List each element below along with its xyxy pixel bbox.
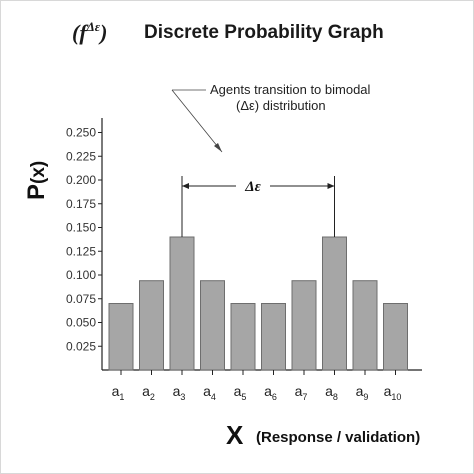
x-tick-base: a <box>142 383 150 399</box>
x-tick-label: a2 <box>142 383 155 402</box>
title-text: Discrete Probability Graph <box>144 22 384 43</box>
x-tick-sub: 7 <box>302 392 307 402</box>
bar-1 <box>108 303 134 371</box>
chart-title: (fΔε) Discrete Probability Graph <box>72 19 384 45</box>
x-tick-base: a <box>234 383 242 399</box>
y-axis-label: P(x) <box>23 161 50 200</box>
bar-9 <box>352 280 378 371</box>
y-label-main: P <box>23 184 50 200</box>
x-ticks: a1 a2 a3 a4 a5 a6 a7 a8 a9 a10 <box>112 370 402 402</box>
y-tick-label: 0.175 <box>66 197 96 211</box>
x-tick-label: a6 <box>264 383 277 402</box>
y-ticks: 0.025 0.050 0.075 0.100 0.125 0.150 0.175 0.200… <box>66 126 102 353</box>
x-tick-label: a5 <box>234 383 247 402</box>
title-close-paren: ) <box>98 20 107 45</box>
delta-bracket: Δε <box>181 176 335 237</box>
annotation-line-1: Agents transition to bimodal <box>210 82 371 97</box>
x-tick-sub: 1 <box>119 392 124 402</box>
y-label-rest: (x) <box>28 161 49 184</box>
x-tick-label: a10 <box>384 383 402 402</box>
x-tick-label: a4 <box>203 383 216 402</box>
y-tick-label: 0.025 <box>66 339 96 353</box>
x-tick-sub: 6 <box>272 392 277 402</box>
svg-text:P(x): P(x) <box>23 161 50 200</box>
x-tick-sub: 5 <box>241 392 246 402</box>
title-open-paren: ( <box>72 20 81 45</box>
x-tick-label: a9 <box>356 383 369 402</box>
x-tick-sub: 10 <box>391 392 401 402</box>
x-tick-label: a1 <box>112 383 125 402</box>
annotation-pointer-2 <box>171 89 223 153</box>
x-tick-base: a <box>356 383 364 399</box>
bars <box>108 236 408 371</box>
x-tick-base: a <box>325 383 333 399</box>
delta-arrowhead-left <box>182 183 189 189</box>
y-tick-label: 0.150 <box>66 221 96 235</box>
x-tick-base: a <box>384 383 392 399</box>
bar-6 <box>261 303 286 371</box>
bar-7 <box>291 280 317 371</box>
bar-10 <box>383 303 408 371</box>
x-label-main: X <box>226 420 244 450</box>
x-tick-sub: 3 <box>180 392 185 402</box>
y-tick-label: 0.100 <box>66 268 96 282</box>
annotation-arrowhead <box>214 143 222 152</box>
y-tick-label: 0.250 <box>66 126 96 140</box>
bar-4 <box>200 280 225 371</box>
annotation-line-2: (Δε) distribution <box>236 98 326 113</box>
y-tick-label: 0.225 <box>66 149 96 163</box>
bar-5 <box>230 303 256 371</box>
y-tick-label: 0.125 <box>66 244 96 258</box>
y-tick-label: 0.200 <box>66 173 96 187</box>
delta-label: Δε <box>244 179 261 195</box>
title-symbol-f: f <box>79 20 89 45</box>
title-superscript: Δε <box>86 19 101 34</box>
x-tick-sub: 9 <box>363 392 368 402</box>
x-label-rest: (Response / validation) <box>256 429 420 446</box>
x-tick-base: a <box>264 383 272 399</box>
y-tick-label: 0.050 <box>66 316 96 330</box>
delta-arrowhead-right <box>327 183 335 189</box>
x-axis-label: X (Response / validation) <box>226 420 420 450</box>
y-tick-label: 0.075 <box>66 292 96 306</box>
x-tick-base: a <box>203 383 211 399</box>
x-tick-label: a3 <box>173 383 186 402</box>
x-tick-base: a <box>112 383 120 399</box>
x-tick-base: a <box>173 383 181 399</box>
x-tick-sub: 4 <box>211 392 216 402</box>
x-tick-base: a <box>295 383 303 399</box>
bar-2 <box>139 280 164 371</box>
svg-text:(fΔε): (fΔε) <box>72 19 107 45</box>
x-tick-label: a7 <box>295 383 308 402</box>
bar-8 <box>322 236 347 371</box>
x-tick-sub: 8 <box>333 392 338 402</box>
x-tick-sub: 2 <box>150 392 155 402</box>
bar-3 <box>169 236 195 371</box>
x-tick-label: a8 <box>325 383 338 402</box>
